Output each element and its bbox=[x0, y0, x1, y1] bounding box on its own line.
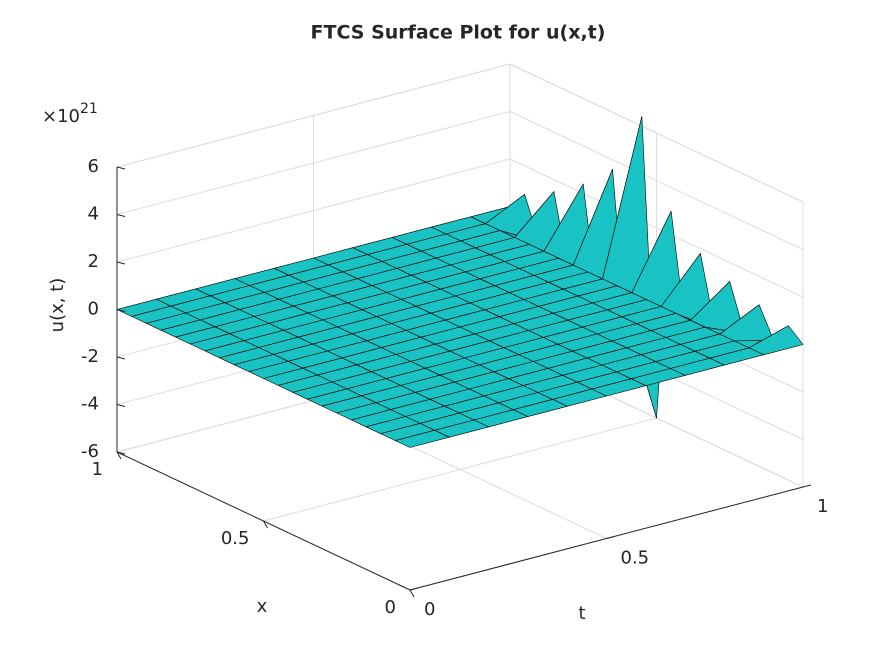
x-tick-label: 1 bbox=[92, 459, 103, 480]
z-tick-label: -4 bbox=[81, 394, 99, 415]
x-tick bbox=[263, 520, 268, 529]
y-tick-label: 0 bbox=[424, 599, 435, 620]
z-tick bbox=[116, 451, 126, 455]
x-tick bbox=[409, 589, 415, 598]
grid-line bbox=[509, 63, 804, 203]
grid-line bbox=[116, 111, 511, 215]
z-tick bbox=[116, 261, 126, 265]
z-tick-label: 0 bbox=[88, 299, 99, 320]
z-tick-label: 2 bbox=[88, 251, 99, 272]
surface-patch bbox=[395, 429, 450, 448]
x-axis-label: x bbox=[257, 596, 268, 617]
t-tick bbox=[802, 484, 812, 488]
z-tick bbox=[116, 309, 126, 312]
grid-line bbox=[116, 158, 511, 263]
z-tick-label: -6 bbox=[81, 441, 99, 462]
x-tick-label: 0.5 bbox=[221, 528, 250, 549]
chart-title: FTCS Surface Plot for u(x,t) bbox=[311, 22, 606, 44]
t-axis-label: t bbox=[578, 603, 585, 624]
z-tick-label: 4 bbox=[88, 204, 99, 225]
z-tick bbox=[116, 356, 126, 360]
t-tick bbox=[409, 587, 419, 591]
z-tick-label: -2 bbox=[81, 346, 99, 367]
z-tick bbox=[116, 214, 126, 217]
grid-line bbox=[116, 63, 511, 168]
grid-line bbox=[509, 158, 804, 298]
z-tick bbox=[116, 166, 126, 170]
multiplier-exponent: 21 bbox=[80, 101, 98, 117]
x-tick-label: 0 bbox=[385, 597, 396, 618]
t-tick bbox=[606, 536, 615, 539]
grid-line bbox=[509, 111, 804, 250]
y-tick-label: 0.5 bbox=[621, 548, 650, 569]
multiplier-base: ×10 bbox=[42, 106, 80, 127]
x-tick bbox=[116, 451, 122, 460]
y-tick-label: 1 bbox=[817, 496, 828, 517]
z-axis-label: u(x, t) bbox=[47, 278, 68, 333]
z-multiplier: ×1021 bbox=[42, 101, 98, 127]
z-tick bbox=[116, 404, 126, 407]
z-tick-label: 6 bbox=[88, 156, 99, 177]
